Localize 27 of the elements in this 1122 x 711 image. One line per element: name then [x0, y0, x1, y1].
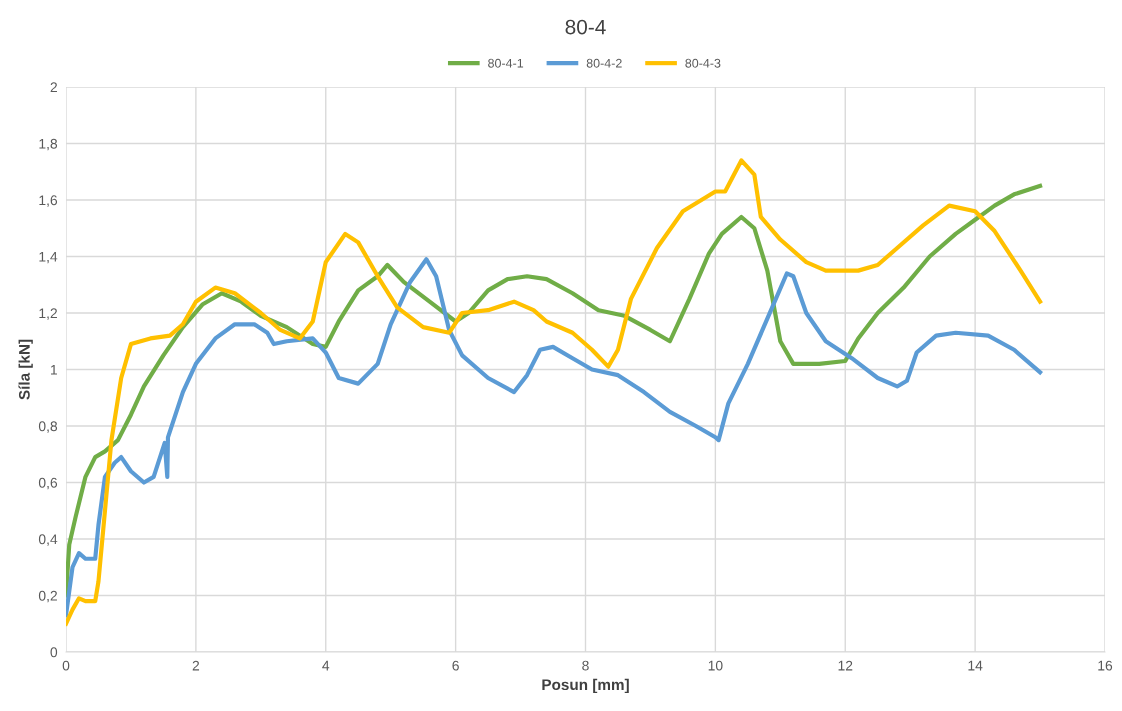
- x-tick-label: 12: [838, 660, 853, 671]
- x-tick-label: 14: [968, 660, 983, 671]
- x-tick-label: 0: [62, 660, 70, 671]
- y-tick-label: 1,6: [39, 195, 58, 207]
- x-tick-label: 8: [582, 660, 589, 671]
- y-tick-label: 0,2: [38, 590, 57, 603]
- y-tick-label: 0: [50, 647, 58, 658]
- chart-title: 80-4: [565, 19, 606, 35]
- y-tick-label: 0,6: [38, 477, 58, 490]
- x-tick-label: 2: [192, 660, 200, 671]
- x-tick-label: 16: [1098, 660, 1113, 671]
- y-tick-label: 0,4: [38, 534, 58, 546]
- y-tick-label: 1: [51, 364, 57, 375]
- y-axis-title: Síla [kN]: [18, 339, 33, 400]
- y-tick-label: 1,2: [39, 308, 57, 320]
- x-axis-title: Posun [mm]: [542, 678, 629, 694]
- y-tick-label: 0,8: [38, 421, 58, 433]
- y-tick-label: 1,8: [39, 138, 58, 151]
- x-tick-label: 4: [322, 660, 330, 671]
- legend-label: 80-4-1: [488, 58, 524, 68]
- y-tick-label: 2: [50, 82, 57, 93]
- y-tick-label: 1,4: [39, 251, 58, 264]
- line-series: [66, 257, 1043, 618]
- x-tick-label: 10: [708, 660, 723, 671]
- legend-label: 80-4-2: [586, 58, 622, 68]
- x-tick-label: 6: [452, 660, 459, 671]
- legend-label: 80-4-3: [685, 58, 721, 68]
